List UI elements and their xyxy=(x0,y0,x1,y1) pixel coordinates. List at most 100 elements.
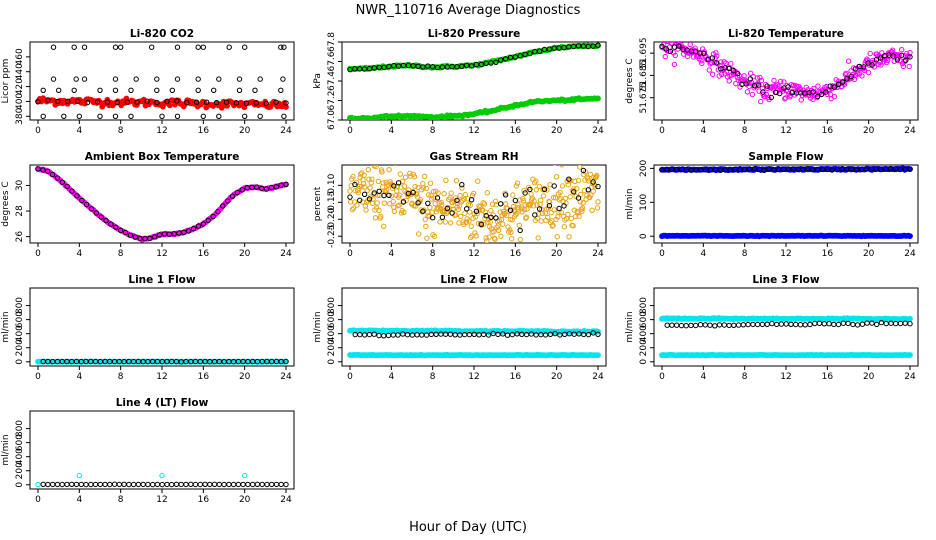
data-point xyxy=(195,87,201,94)
data-point xyxy=(824,166,830,173)
x-tick-label: 20 xyxy=(239,372,251,382)
y-tick-label: 600 xyxy=(639,311,649,328)
x-tick-label: 20 xyxy=(551,372,563,382)
x-tick-label: 8 xyxy=(118,495,124,505)
y-tick-label: 600 xyxy=(327,311,337,328)
data-point xyxy=(758,77,765,84)
plot-area xyxy=(659,165,913,240)
data-point xyxy=(437,219,443,225)
series-2 xyxy=(659,43,913,101)
data-point xyxy=(273,184,279,190)
data-point xyxy=(40,87,46,94)
data-point xyxy=(693,167,699,173)
data-point xyxy=(401,209,407,216)
data-point xyxy=(216,481,223,488)
data-point xyxy=(369,176,375,182)
data-point xyxy=(386,167,392,173)
data-point xyxy=(699,60,705,67)
x-tick-label: 24 xyxy=(904,372,916,382)
data-point xyxy=(59,179,65,185)
data-point xyxy=(527,50,533,57)
data-point xyxy=(264,481,270,488)
data-point xyxy=(263,100,269,107)
data-point xyxy=(245,481,251,488)
data-point xyxy=(154,76,160,82)
data-point xyxy=(108,221,114,227)
y-tick-label: 30 xyxy=(15,179,25,191)
data-point xyxy=(35,166,41,172)
x-tick-label: 16 xyxy=(822,372,834,382)
x-tick-label: 12 xyxy=(780,249,791,259)
data-point xyxy=(54,175,61,181)
data-point xyxy=(216,113,222,120)
data-point xyxy=(556,205,562,212)
data-point xyxy=(835,81,842,88)
x-tick-label: 24 xyxy=(280,495,292,505)
data-point xyxy=(458,213,464,220)
data-point xyxy=(398,184,404,190)
data-point xyxy=(453,178,460,184)
data-point xyxy=(484,238,490,243)
data-point xyxy=(498,216,505,223)
data-point xyxy=(50,481,56,488)
x-tick-label: 20 xyxy=(551,126,563,136)
data-point xyxy=(672,52,678,59)
data-point xyxy=(754,75,761,81)
x-tick-label: 8 xyxy=(430,372,436,382)
data-point xyxy=(861,64,867,70)
data-point xyxy=(566,176,572,182)
data-point xyxy=(572,178,578,185)
data-point xyxy=(132,234,139,240)
data-point xyxy=(504,212,510,219)
data-point xyxy=(683,323,689,329)
y-tick-label: 51.685 xyxy=(639,60,649,92)
data-point xyxy=(831,94,838,100)
data-point xyxy=(594,172,600,179)
data-point xyxy=(874,321,880,328)
data-point xyxy=(759,85,766,92)
data-point xyxy=(669,166,675,173)
data-point xyxy=(558,209,564,216)
data-point xyxy=(741,73,747,79)
y-tick-label: 67.6 xyxy=(327,51,337,71)
x-tick-label: 20 xyxy=(863,126,875,136)
data-point xyxy=(493,215,499,221)
data-point xyxy=(243,100,250,106)
data-point xyxy=(491,229,497,235)
panel-title: Line 2 Flow xyxy=(440,274,507,286)
x-tick-label: 20 xyxy=(863,249,875,259)
data-point xyxy=(127,232,134,238)
data-point xyxy=(454,197,460,204)
data-point xyxy=(376,207,382,214)
data-point xyxy=(907,315,913,322)
data-point xyxy=(488,214,494,221)
data-point xyxy=(430,188,437,195)
data-point xyxy=(548,210,554,216)
data-point xyxy=(244,185,250,191)
data-point xyxy=(669,322,675,328)
data-point xyxy=(535,235,541,241)
series-3 xyxy=(347,42,601,73)
data-point xyxy=(154,87,160,94)
data-point xyxy=(221,481,227,488)
data-point xyxy=(35,99,41,105)
data-point xyxy=(373,165,379,170)
data-point xyxy=(500,221,506,227)
data-point xyxy=(551,207,557,213)
data-point xyxy=(859,73,865,79)
panel-9: Line 3 Flow ml/min 0 4 8 12 16 20 24 0 20040060080… xyxy=(625,274,919,382)
data-point xyxy=(439,64,446,70)
x-tick-label: 20 xyxy=(239,249,251,259)
data-point xyxy=(420,185,427,191)
x-tick-label: 20 xyxy=(239,495,251,505)
x-tick-label: 8 xyxy=(118,126,124,136)
data-point xyxy=(152,234,158,240)
x-tick-label: 16 xyxy=(510,249,522,259)
data-point xyxy=(659,43,665,49)
data-point xyxy=(756,166,762,173)
data-point xyxy=(361,172,367,178)
data-point xyxy=(393,165,397,166)
data-point xyxy=(706,67,712,73)
data-point xyxy=(482,215,488,222)
y-tick-label: 200 xyxy=(327,339,337,356)
